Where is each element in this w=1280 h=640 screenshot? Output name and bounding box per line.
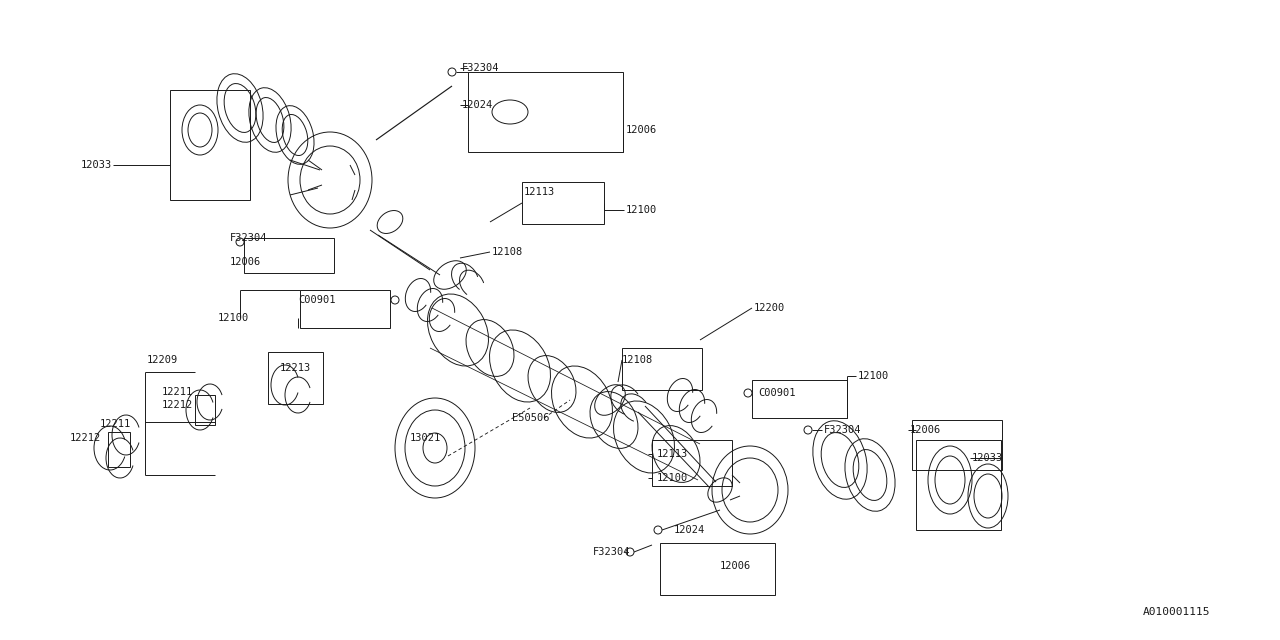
Text: 12211: 12211 — [100, 419, 132, 429]
Text: 12100: 12100 — [858, 371, 890, 381]
Text: F32304: F32304 — [593, 547, 630, 557]
Text: E50506: E50506 — [512, 413, 549, 423]
Text: 12108: 12108 — [622, 355, 653, 365]
Text: 12006: 12006 — [626, 125, 657, 135]
Bar — [660, 543, 774, 595]
Text: C00901: C00901 — [758, 388, 795, 398]
Bar — [108, 432, 131, 467]
Bar — [622, 348, 701, 390]
Bar — [916, 440, 1001, 530]
Text: 12006: 12006 — [719, 561, 751, 571]
Text: 12213: 12213 — [280, 363, 311, 373]
Bar — [753, 380, 847, 418]
Text: 12113: 12113 — [657, 449, 689, 459]
Text: 12209: 12209 — [147, 355, 178, 365]
Text: 12200: 12200 — [754, 303, 785, 313]
Text: 12108: 12108 — [492, 247, 524, 257]
Text: 12100: 12100 — [218, 313, 250, 323]
Bar — [244, 238, 334, 273]
Text: 12024: 12024 — [462, 100, 493, 110]
Text: F32304: F32304 — [230, 233, 268, 243]
Text: 12113: 12113 — [524, 187, 556, 197]
Text: 13021: 13021 — [410, 433, 442, 443]
Text: F32304: F32304 — [462, 63, 499, 73]
Text: 12100: 12100 — [657, 473, 689, 483]
Bar — [468, 72, 623, 152]
Text: 12006: 12006 — [910, 425, 941, 435]
Text: 12024: 12024 — [675, 525, 705, 535]
Text: F32304: F32304 — [824, 425, 861, 435]
Text: A010001115: A010001115 — [1143, 607, 1210, 617]
Text: 12033: 12033 — [972, 453, 1004, 463]
Text: 12212: 12212 — [70, 433, 101, 443]
Bar — [300, 290, 390, 328]
Text: 12100: 12100 — [626, 205, 657, 215]
Bar — [652, 440, 732, 486]
Bar — [195, 395, 215, 425]
Text: 12211: 12211 — [163, 387, 193, 397]
Bar — [911, 420, 1002, 470]
Bar — [268, 352, 323, 404]
Bar — [522, 182, 604, 224]
Text: 12033: 12033 — [81, 160, 113, 170]
Text: 12006: 12006 — [230, 257, 261, 267]
Text: 12212: 12212 — [163, 400, 193, 410]
Text: C00901: C00901 — [298, 295, 335, 305]
Bar — [170, 90, 250, 200]
